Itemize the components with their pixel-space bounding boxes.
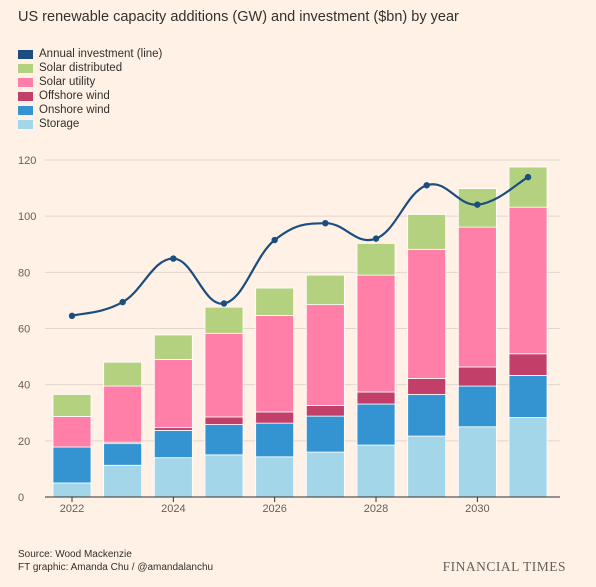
investment-point-2023: [119, 298, 126, 306]
x-tick-label-2028: 2028: [364, 503, 388, 515]
source-note: Source: Wood Mackenzie: [18, 549, 132, 560]
ft-logo: FINANCIAL TIMES: [442, 559, 566, 574]
bar-solar-utility-2023: [103, 385, 143, 443]
bar-offshore-wind-2027: [305, 405, 345, 417]
legend-item-onshore-wind: Onshore wind: [18, 103, 162, 117]
bar-solar-utility-2031: [508, 206, 548, 355]
bar-solar-utility-2022: [52, 416, 92, 448]
bar-offshore-wind-2026: [255, 411, 295, 424]
bar-onshore-wind-2028: [356, 403, 396, 446]
bar-onshore-wind-2022: [52, 446, 92, 484]
legend-item-solar-utility: Solar utility: [18, 75, 162, 89]
y-tick-label-120: 120: [18, 155, 36, 167]
bar-storage-2026: [255, 456, 295, 498]
investment-point-2025: [220, 300, 228, 307]
legend-swatch-offshore-wind: [18, 91, 33, 101]
graphic-credit: FT graphic: Amanda Chu / @amandalanchu: [18, 562, 214, 573]
bar-solar-distributed-2030: [457, 188, 497, 228]
bar-onshore-wind-2027: [305, 415, 345, 453]
bar-solar-distributed-2025: [204, 306, 244, 334]
legend-label-onshore-wind: Onshore wind: [39, 104, 110, 116]
investment-point-2027: [322, 219, 329, 227]
legend-swatch-investment: [18, 49, 33, 59]
investment-point-2022: [68, 312, 76, 320]
y-tick-label-60: 60: [18, 324, 30, 336]
bar-solar-distributed-2027: [305, 274, 345, 306]
bar-onshore-wind-2029: [407, 394, 447, 437]
bar-storage-2023: [103, 464, 143, 498]
x-tick-label-2022: 2022: [60, 503, 84, 515]
bar-solar-utility-2027: [305, 304, 345, 406]
bar-offshore-wind-2024: [153, 427, 193, 431]
bar-storage-2029: [407, 435, 447, 498]
bar-storage-2024: [153, 457, 193, 498]
bar-solar-utility-2029: [407, 248, 447, 379]
x-tick-label-2024: 2024: [161, 503, 185, 515]
investment-point-2028: [372, 235, 380, 242]
legend-item-solar-distributed: Solar distributed: [18, 61, 162, 75]
legend-label-solar-distributed: Solar distributed: [39, 62, 123, 74]
investment-point-2029: [423, 182, 430, 189]
bar-solar-distributed-2024: [153, 334, 193, 360]
legend-label-storage: Storage: [39, 118, 80, 130]
y-tick-label-80: 80: [18, 267, 30, 279]
bar-solar-distributed-2026: [255, 287, 295, 316]
bar-offshore-wind-2025: [204, 416, 244, 425]
bar-solar-utility-2028: [356, 274, 396, 393]
legend-label-investment: Annual investment (line): [39, 48, 163, 60]
chart-title: US renewable capacity additions (GW) and…: [18, 9, 459, 25]
bar-onshore-wind-2023: [103, 443, 143, 466]
y-tick-label-20: 20: [18, 436, 30, 448]
bar-offshore-wind-2031: [508, 353, 548, 376]
legend-swatch-storage: [18, 119, 33, 129]
bar-solar-utility-2026: [255, 315, 295, 413]
bar-solar-utility-2024: [153, 358, 193, 429]
bar-offshore-wind-2030: [457, 366, 497, 387]
legend-swatch-onshore-wind: [18, 105, 33, 115]
bar-solar-utility-2030: [457, 226, 497, 368]
legend-label-solar-utility: Solar utility: [39, 76, 96, 88]
investment-point-2030: [474, 201, 481, 208]
investment-point-2031: [524, 173, 532, 181]
bar-offshore-wind-2029: [407, 378, 447, 395]
x-tick-label-2030: 2030: [465, 503, 489, 515]
bar-solar-utility-2025: [204, 332, 244, 418]
bar-offshore-wind-2028: [356, 391, 396, 405]
legend-item-storage: Storage: [18, 117, 162, 131]
legend-swatch-solar-utility: [18, 77, 33, 87]
bar-solar-distributed-2022: [52, 394, 92, 417]
legend-label-offshore-wind: Offshore wind: [39, 90, 110, 102]
bar-onshore-wind-2026: [255, 422, 295, 458]
bar-storage-2025: [204, 454, 244, 498]
bar-storage-2030: [457, 426, 497, 498]
bar-onshore-wind-2024: [153, 430, 193, 459]
legend-item-offshore-wind: Offshore wind: [18, 89, 162, 103]
bar-solar-distributed-2028: [356, 243, 396, 276]
bar-storage-2022: [52, 482, 92, 498]
bar-onshore-wind-2030: [457, 385, 497, 428]
legend: Annual investment (line) Solar distribut…: [18, 47, 162, 131]
y-tick-label-0: 0: [18, 492, 24, 504]
bar-storage-2028: [356, 444, 396, 498]
bar-onshore-wind-2025: [204, 424, 244, 456]
y-tick-label-100: 100: [18, 211, 36, 223]
legend-swatch-solar-distributed: [18, 63, 33, 73]
bar-solar-distributed-2023: [103, 361, 143, 387]
bar-storage-2027: [305, 451, 345, 498]
investment-line: [71, 176, 529, 317]
investment-point-2024: [170, 255, 177, 262]
x-tick-label-2026: 2026: [262, 503, 286, 515]
investment-point-2026: [271, 236, 278, 244]
y-tick-label-40: 40: [18, 380, 30, 392]
bar-onshore-wind-2031: [508, 374, 548, 418]
bar-storage-2031: [508, 417, 548, 498]
bar-solar-distributed-2029: [407, 214, 447, 250]
legend-item-investment: Annual investment (line): [18, 47, 162, 61]
